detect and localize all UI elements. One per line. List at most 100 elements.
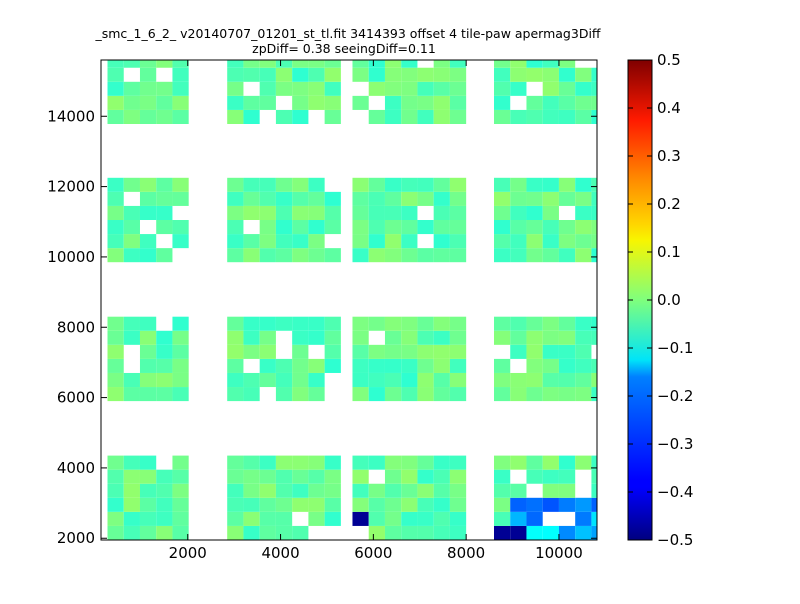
heatmap-cell xyxy=(139,95,157,110)
heatmap-cell xyxy=(123,60,140,68)
heatmap-cell xyxy=(591,67,597,82)
heatmap-cell xyxy=(368,455,385,470)
heatmap-cell xyxy=(558,109,576,124)
heatmap-cell xyxy=(494,372,511,388)
heatmap-cell xyxy=(368,109,385,124)
heatmap-cell xyxy=(107,109,124,124)
heatmap-cell xyxy=(384,177,402,192)
heatmap-cell xyxy=(591,81,597,96)
heatmap-cell xyxy=(384,387,402,402)
heatmap-cell xyxy=(526,316,543,331)
heatmap-cell xyxy=(292,205,309,220)
heatmap-cell xyxy=(433,330,450,345)
heatmap-cell xyxy=(558,330,576,345)
heatmap-cell xyxy=(156,95,173,110)
heatmap-cell xyxy=(384,248,402,263)
heatmap-cell xyxy=(542,109,559,124)
y-tick-label: 6000 xyxy=(57,389,95,407)
heatmap-cell xyxy=(292,344,309,359)
heatmap-cell xyxy=(591,191,597,206)
heatmap-cell xyxy=(275,191,293,206)
heatmap-cell xyxy=(433,344,450,359)
heatmap-cell xyxy=(384,497,402,512)
heatmap-cell xyxy=(292,358,309,373)
heatmap-cell xyxy=(275,67,293,82)
heatmap-cell xyxy=(275,372,293,388)
heatmap-cell xyxy=(259,469,276,484)
heatmap-cell xyxy=(558,191,576,206)
heatmap-cell xyxy=(510,387,527,402)
heatmap-cell xyxy=(139,469,157,484)
heatmap-cell xyxy=(107,497,124,512)
heatmap-cell xyxy=(368,177,385,192)
heatmap-cell xyxy=(308,455,325,470)
heatmap-cell xyxy=(433,220,450,235)
heatmap-cell xyxy=(494,67,511,82)
heatmap-cell xyxy=(510,497,527,512)
heatmap-cell xyxy=(156,205,173,220)
heatmap-cell xyxy=(324,358,341,373)
heatmap-cell xyxy=(575,316,592,331)
heatmap-cell xyxy=(433,358,450,373)
heatmap-cell xyxy=(526,497,543,512)
heatmap-cell xyxy=(433,497,450,512)
heatmap-cell xyxy=(227,234,244,249)
heatmap-cell xyxy=(275,358,293,373)
heatmap-cell xyxy=(401,234,418,249)
heatmap-cell xyxy=(292,234,309,249)
heatmap-cell xyxy=(575,67,592,82)
heatmap-cell xyxy=(449,344,467,359)
heatmap-cell xyxy=(542,60,559,68)
heatmap-cell xyxy=(384,109,402,124)
heatmap-cell xyxy=(139,177,157,192)
heatmap-cell xyxy=(542,525,559,540)
heatmap-cell xyxy=(139,109,157,124)
heatmap-cell xyxy=(449,455,467,470)
heatmap-cell xyxy=(227,316,244,331)
heatmap-cell xyxy=(384,234,402,249)
heatmap-cell xyxy=(417,483,434,498)
heatmap-cell xyxy=(417,497,434,512)
heatmap-cell xyxy=(139,372,157,388)
heatmap-cell xyxy=(494,81,511,96)
heatmap-cell xyxy=(243,60,260,68)
heatmap-cell xyxy=(449,95,467,110)
heatmap-cell xyxy=(243,234,260,249)
heatmap-cell xyxy=(417,511,434,526)
heatmap-cell xyxy=(368,81,385,96)
heatmap-cell xyxy=(172,234,189,249)
colorbar-tick-label: −0.5 xyxy=(657,531,693,549)
heatmap-cell xyxy=(368,387,385,402)
heatmap-cell xyxy=(526,455,543,470)
heatmap-cell xyxy=(417,344,434,359)
heatmap-cell xyxy=(417,81,434,96)
chart-title-line2: zpDiff= 0.38 seeingDiff=0.11 xyxy=(252,41,436,56)
x-tick-label: 6000 xyxy=(354,544,392,562)
heatmap-cell xyxy=(172,511,189,526)
heatmap-cell xyxy=(417,525,434,540)
heatmap-cell xyxy=(107,60,124,68)
heatmap-cell xyxy=(243,455,260,470)
heatmap-cell xyxy=(324,95,341,110)
heatmap-cell xyxy=(123,95,140,110)
heatmap-cell xyxy=(259,372,276,388)
heatmap-cell xyxy=(591,455,597,470)
heatmap-cell xyxy=(526,387,543,402)
heatmap-cell xyxy=(243,316,260,331)
heatmap-cell xyxy=(275,109,293,124)
heatmap-cell xyxy=(449,511,467,526)
heatmap-cell xyxy=(275,497,293,512)
heatmap-cell xyxy=(417,358,434,373)
heatmap-cell xyxy=(510,191,527,206)
heatmap-cell xyxy=(526,60,543,68)
heatmap-cell xyxy=(384,220,402,235)
heatmap-cell xyxy=(449,109,467,124)
heatmap-cell xyxy=(558,95,576,110)
heatmap-cell xyxy=(433,483,450,498)
heatmap-cell xyxy=(494,177,511,192)
heatmap-cell xyxy=(227,220,244,235)
heatmap-cell xyxy=(259,525,276,540)
y-tick-label: 2000 xyxy=(57,529,95,547)
heatmap-cell xyxy=(433,372,450,388)
heatmap-cell xyxy=(107,248,124,263)
